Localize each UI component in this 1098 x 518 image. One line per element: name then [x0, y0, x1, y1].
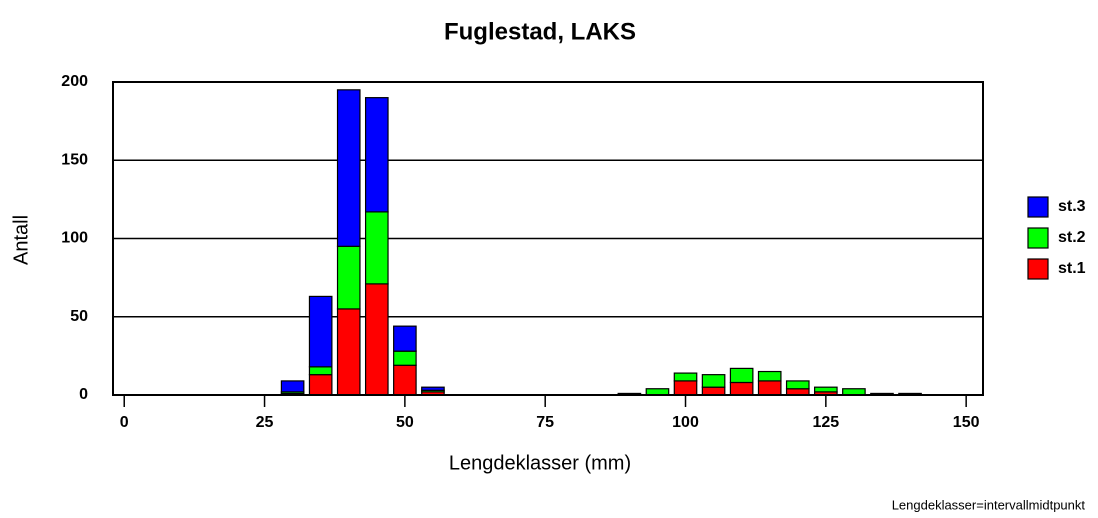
bar-segment	[757, 370, 782, 382]
plot-frame	[112, 81, 984, 396]
x-tick-label: 50	[396, 414, 414, 431]
bar-segment	[673, 380, 698, 396]
legend-swatch	[1027, 258, 1049, 280]
y-tick-label: 50	[70, 308, 88, 325]
y-tick-label: 200	[61, 73, 88, 90]
x-tick-label: 75	[536, 414, 554, 431]
legend-swatch	[1027, 196, 1049, 218]
bar-segment	[308, 366, 333, 376]
x-tick-label: 125	[812, 414, 839, 431]
x-tick-label: 100	[672, 414, 699, 431]
y-axis-label: Antall	[10, 215, 32, 265]
bar-segment	[814, 386, 838, 393]
chart-title: Fuglestad, LAKS	[444, 18, 636, 45]
x-tick-label: 150	[953, 414, 980, 431]
y-tick-label: 150	[61, 151, 88, 168]
legend-label: st.1	[1058, 260, 1086, 277]
legend-label: st.3	[1058, 198, 1086, 215]
bar-segment	[280, 380, 305, 393]
bar-segment	[364, 211, 389, 285]
bar-segment	[393, 364, 417, 396]
bar-segment	[393, 350, 417, 366]
bar-segment	[336, 245, 361, 310]
bar-segment	[729, 381, 754, 396]
bar-segment	[393, 325, 417, 352]
x-tick-label: 0	[120, 414, 129, 431]
x-axis-label: Lengdeklasser (mm)	[449, 452, 631, 474]
bar-segment	[757, 380, 782, 396]
x-tick-label: 25	[256, 414, 274, 431]
bar-segment	[336, 308, 361, 396]
bar-segment	[701, 374, 726, 388]
bar-segment	[673, 372, 698, 382]
y-tick-label: 0	[79, 386, 88, 403]
bar-segment	[364, 283, 389, 396]
bar-segment	[785, 380, 810, 390]
y-tick-label: 100	[61, 230, 88, 247]
bar-segment	[308, 295, 333, 368]
footnote: Lengdeklasser=intervallmidtpunkt	[892, 497, 1086, 512]
legend-label: st.2	[1058, 229, 1086, 246]
bar-segment	[421, 386, 445, 391]
bar-segment	[336, 89, 361, 247]
bar-segment	[701, 386, 726, 396]
legend-swatch	[1027, 227, 1049, 249]
bar-segment	[308, 374, 333, 396]
bar-segment	[364, 97, 389, 213]
bar-segment	[729, 367, 754, 384]
